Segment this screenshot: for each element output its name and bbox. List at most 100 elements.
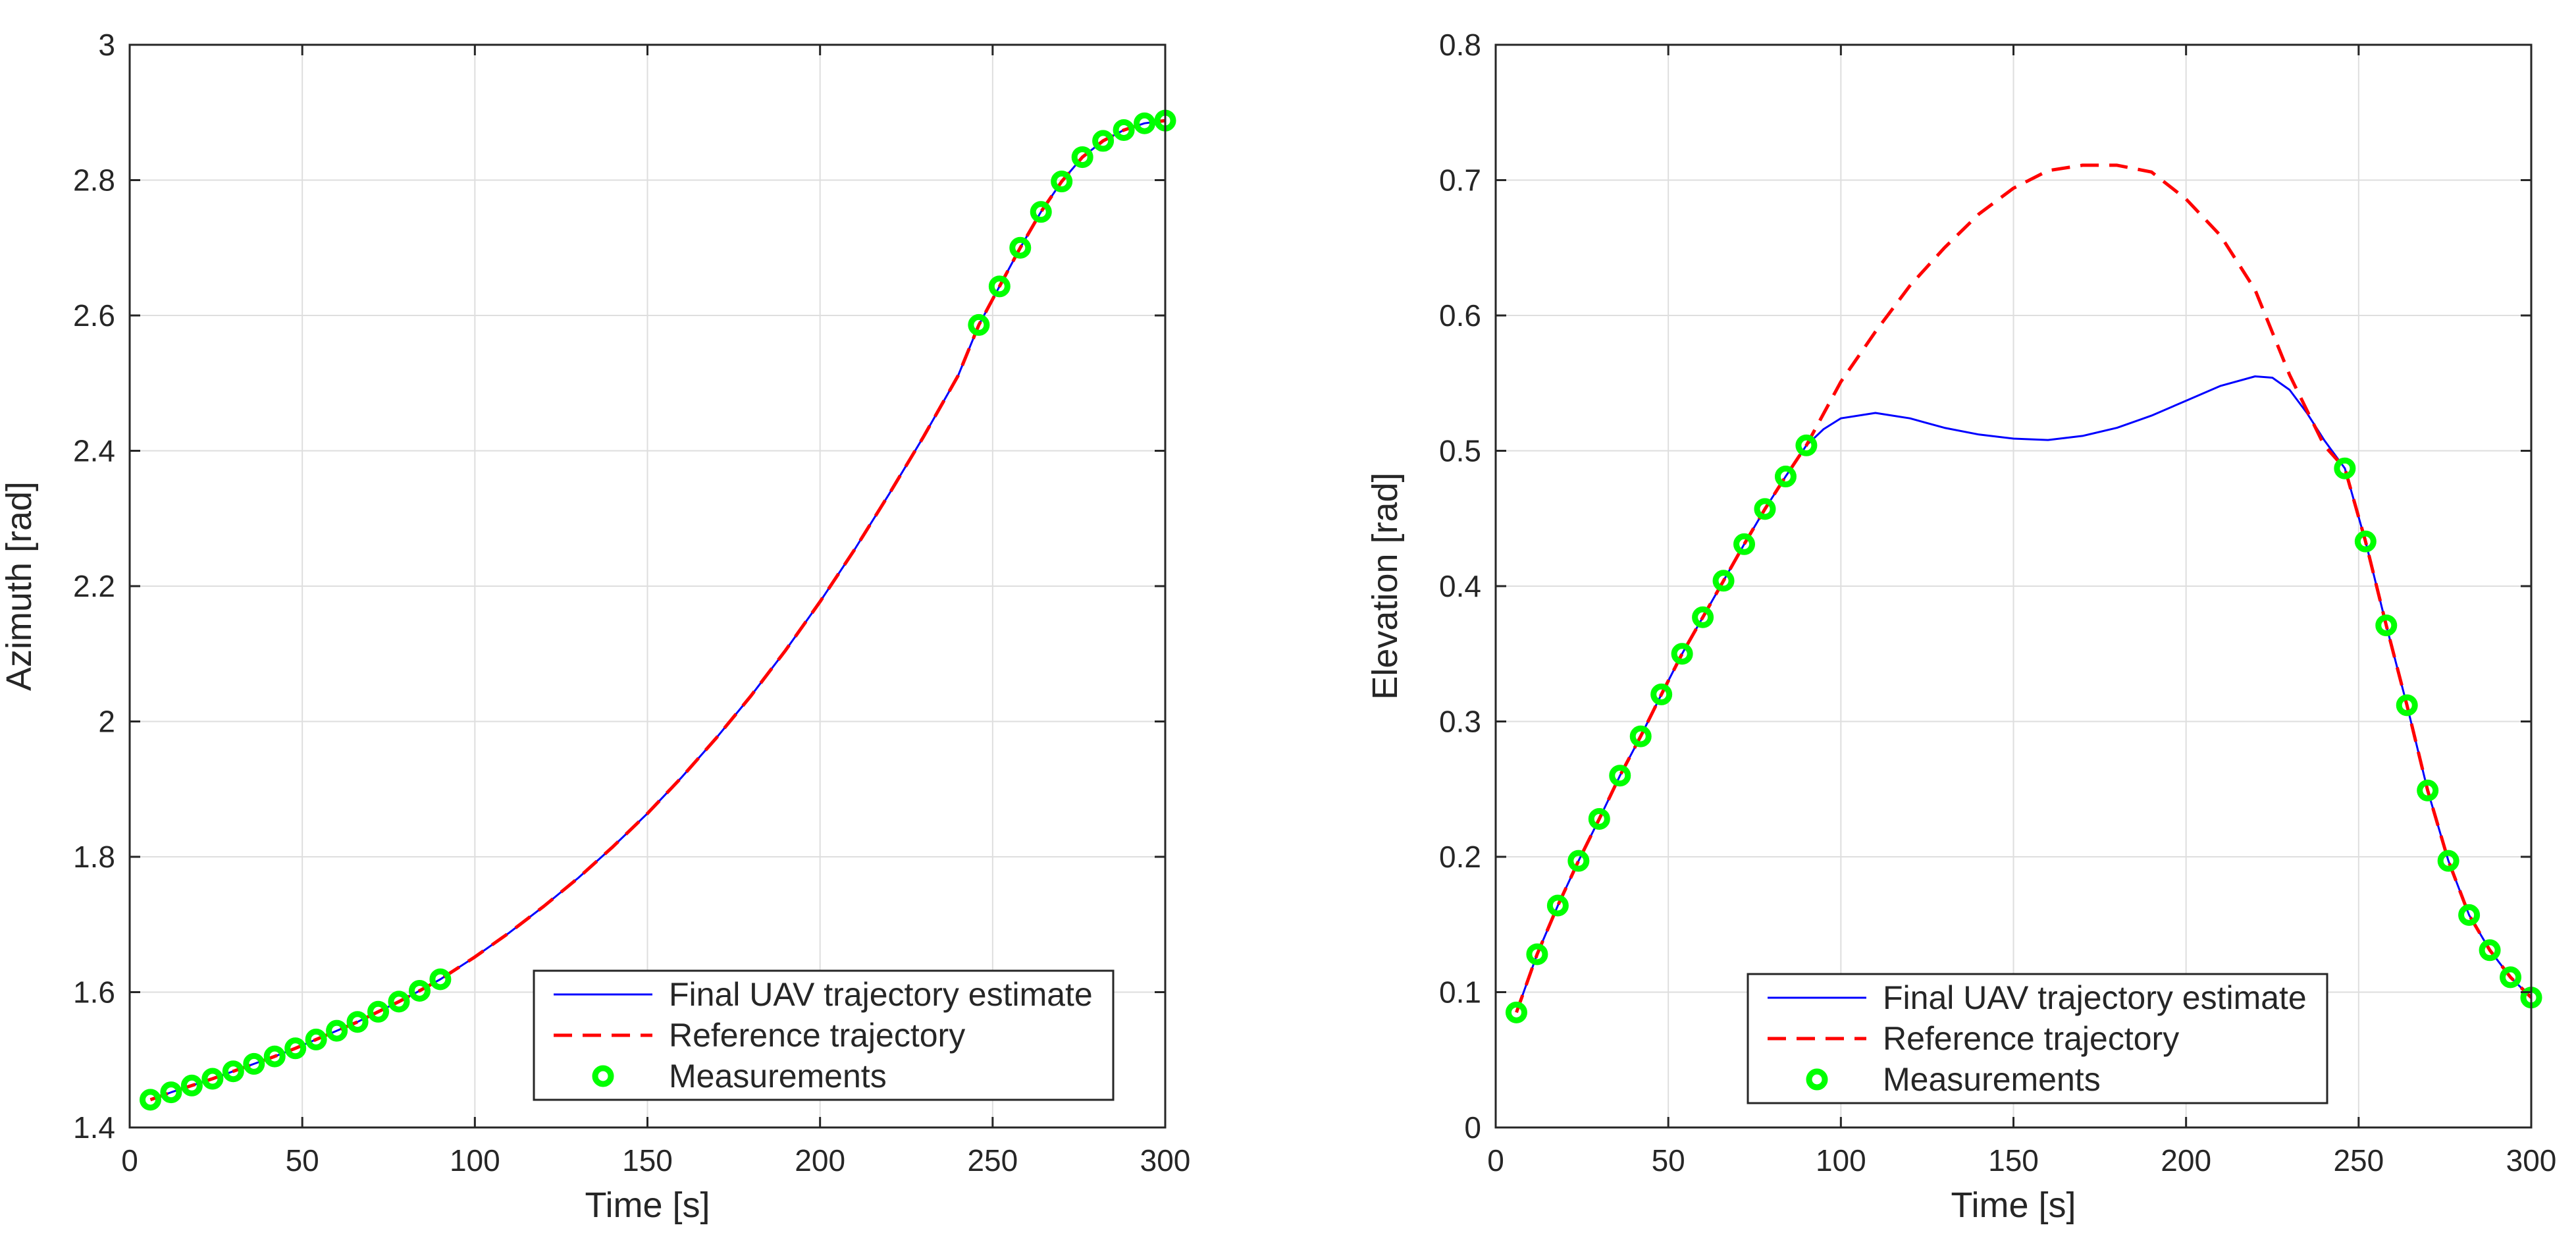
x-axis-label: Time [s] <box>1951 1185 2076 1225</box>
legend-measurement-swatch <box>592 1065 614 1087</box>
measurement-point <box>1629 725 1652 747</box>
x-tick-label: 150 <box>1988 1143 2039 1178</box>
y-tick-label: 2.2 <box>73 569 115 603</box>
x-tick-label: 0 <box>121 1143 138 1178</box>
measurement-point <box>1671 643 1693 665</box>
legend: Final UAV trajectory estimate Reference t… <box>1747 973 2328 1104</box>
x-tick-label: 200 <box>2161 1143 2211 1178</box>
legend-label: Measurements <box>669 1058 887 1095</box>
measurement-point <box>2334 457 2356 479</box>
y-axis-label: Azimuth [rad] <box>0 481 39 691</box>
measurement-point <box>305 1028 327 1050</box>
y-tick-label: 2.6 <box>73 298 115 333</box>
y-tick-label: 1.6 <box>73 975 115 1010</box>
measurement-point <box>1030 201 1052 223</box>
measurement-point <box>2500 966 2522 989</box>
series-measurements <box>139 109 1176 1111</box>
measurement-point <box>2437 850 2459 872</box>
x-tick-label: 300 <box>2506 1143 2557 1178</box>
y-tick-label: 0.8 <box>1439 28 1481 62</box>
measurement-point <box>1650 683 1673 705</box>
y-tick-label: 0.1 <box>1439 975 1481 1010</box>
legend-measurement-swatch <box>1806 1068 1828 1091</box>
measurement-point <box>1567 850 1590 872</box>
x-tick-label: 250 <box>2333 1143 2384 1178</box>
measurement-point <box>326 1019 348 1042</box>
measurement-point <box>1113 119 1135 141</box>
measurement-point <box>1609 765 1631 787</box>
x-tick-label: 150 <box>622 1143 673 1178</box>
y-tick-label: 0.2 <box>1439 840 1481 874</box>
measurement-point <box>263 1045 286 1068</box>
measurement-point <box>2479 939 2501 962</box>
y-tick-label: 0.6 <box>1439 298 1481 333</box>
measurement-point <box>1009 236 1032 259</box>
measurement-point <box>1134 112 1156 134</box>
plot-elevation: 0 50 100 150 200 250 300 0 0.1 0.2 0.3 0.4 0.5 0.6 0.7… <box>1365 28 2556 1225</box>
measurement-point <box>2354 530 2377 553</box>
legend-label: Final UAV trajectory estimate <box>669 976 1093 1013</box>
y-tick-label: 0.7 <box>1439 163 1481 198</box>
measurement-point <box>1712 570 1735 592</box>
measurement-point <box>1754 498 1776 520</box>
legend-box <box>533 969 1115 1101</box>
measurement-point <box>2375 614 2398 637</box>
measurement-point <box>2458 904 2481 926</box>
y-tick-label: 0.4 <box>1439 569 1481 603</box>
measurement-point <box>968 313 990 336</box>
measurement-point <box>388 990 410 1013</box>
legend-label: Reference trajectory <box>1883 1020 2179 1057</box>
measurement-point <box>1051 171 1073 193</box>
y-tick-label: 2 <box>98 705 115 739</box>
x-tick-label: 200 <box>795 1143 845 1178</box>
measurement-point <box>222 1060 244 1083</box>
measurement-point <box>160 1081 182 1104</box>
measurement-point <box>1588 807 1610 830</box>
y-tick-label: 2.8 <box>73 163 115 198</box>
x-tick-label: 300 <box>1140 1143 1191 1178</box>
x-tick-label: 50 <box>286 1143 319 1178</box>
legend-box <box>1747 973 2328 1104</box>
measurement-point <box>1092 130 1115 152</box>
measurement-point <box>408 979 431 1002</box>
measurement-point <box>180 1074 203 1097</box>
measurement-point <box>1795 434 1818 456</box>
measurement-point <box>1071 146 1093 169</box>
measurement-point <box>367 1000 390 1023</box>
legend-label: Final UAV trajectory estimate <box>1883 979 2307 1016</box>
measurement-point <box>988 275 1011 298</box>
series-measurements <box>1505 434 2542 1023</box>
legend: Final UAV trajectory estimate Reference t… <box>533 969 1115 1101</box>
y-tick-label: 1.8 <box>73 840 115 874</box>
measurement-point <box>1505 1001 1527 1023</box>
x-tick-label: 250 <box>967 1143 1018 1178</box>
measurement-point <box>139 1089 161 1111</box>
legend-label: Measurements <box>1883 1061 2101 1098</box>
legend-label: Reference trajectory <box>669 1017 965 1054</box>
measurement-point <box>346 1011 369 1033</box>
y-tick-label: 3 <box>98 28 115 62</box>
x-axis-label: Time [s] <box>585 1185 710 1225</box>
x-tick-label: 50 <box>1652 1143 1685 1178</box>
measurement-point <box>201 1068 224 1090</box>
measurement-point <box>243 1052 265 1075</box>
reference-trajectory-line <box>1515 163 2533 1014</box>
y-tick-label: 0 <box>1464 1110 1481 1145</box>
x-tick-label: 0 <box>1487 1143 1504 1178</box>
measurement-point <box>1546 894 1569 917</box>
x-tick-label: 100 <box>1816 1143 1866 1178</box>
x-tick-label: 100 <box>450 1143 500 1178</box>
measurement-point <box>2396 694 2418 717</box>
measurement-point <box>1526 943 1548 965</box>
measurement-point <box>429 968 452 990</box>
reference-trajectory-line <box>149 119 1166 1102</box>
measurement-point <box>1692 606 1714 628</box>
y-tick-label: 0.5 <box>1439 434 1481 468</box>
y-axis-label: Elevation [rad] <box>1365 472 1405 699</box>
plot-azimuth: 0 50 100 150 200 250 300 1.4 1.6 1.8 2 2.2 2.4 2.6 2.8… <box>0 28 1190 1225</box>
measurement-point <box>2417 779 2439 801</box>
measurement-point <box>284 1037 307 1060</box>
y-tick-label: 1.4 <box>73 1110 115 1145</box>
measurement-point <box>1733 533 1756 555</box>
